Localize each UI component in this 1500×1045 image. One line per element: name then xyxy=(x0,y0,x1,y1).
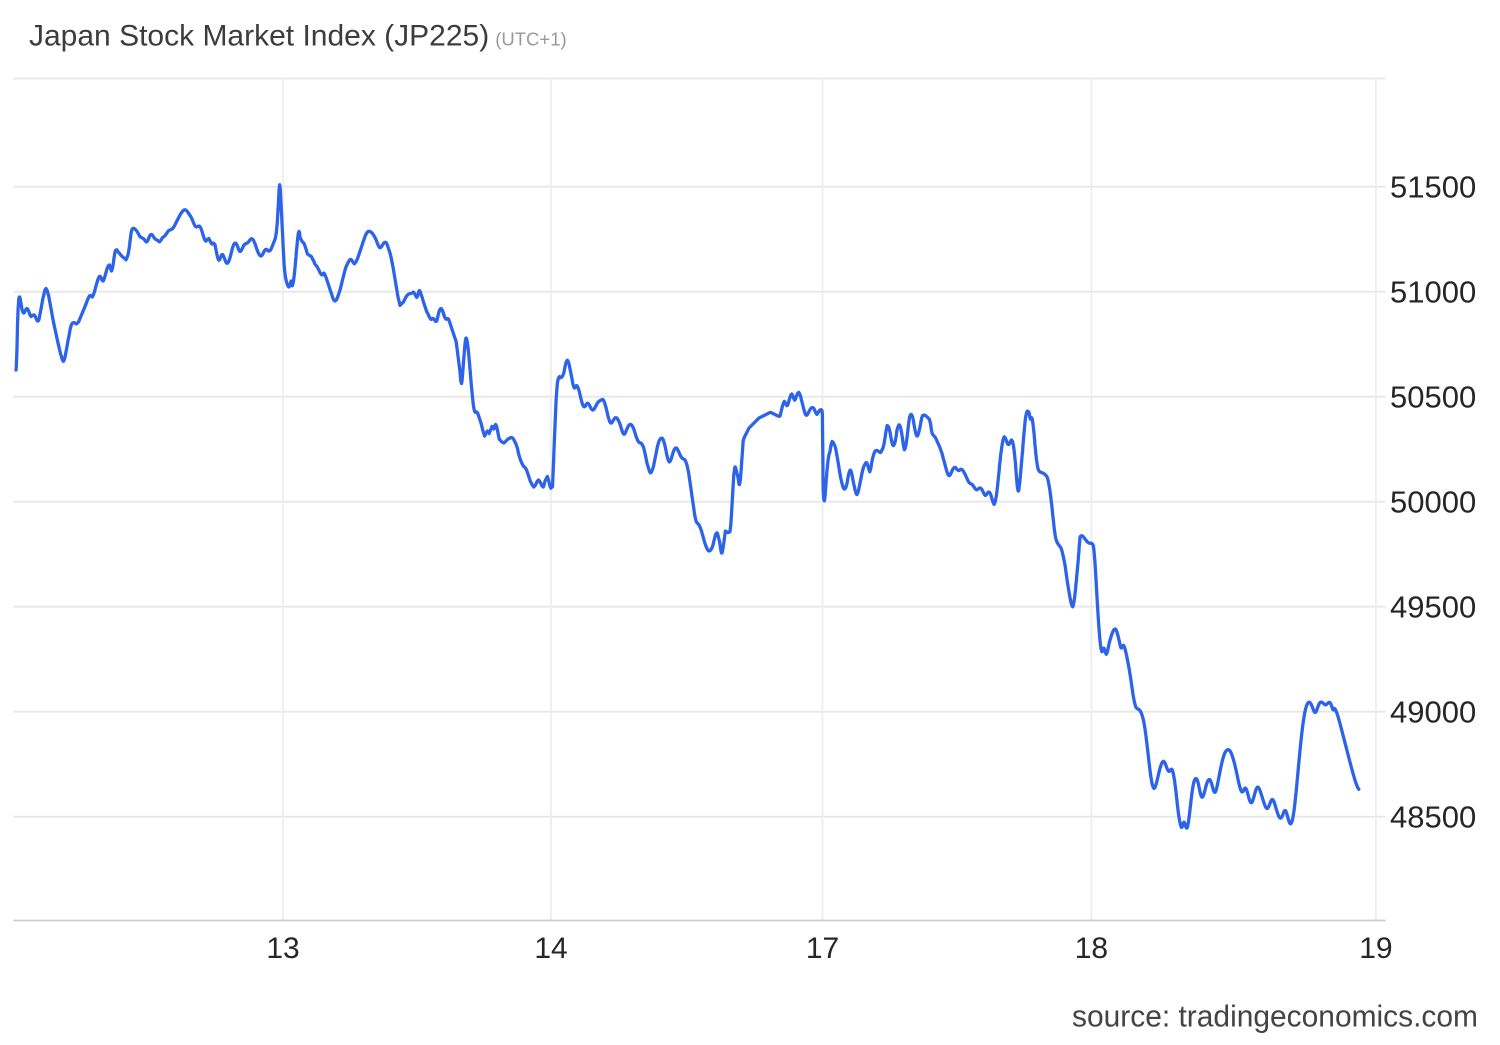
svg-text:50000: 50000 xyxy=(1390,485,1476,520)
svg-text:19: 19 xyxy=(1359,932,1392,965)
svg-text:51500: 51500 xyxy=(1390,170,1476,205)
svg-text:50500: 50500 xyxy=(1390,380,1476,415)
svg-text:18: 18 xyxy=(1075,932,1108,965)
svg-text:49000: 49000 xyxy=(1390,695,1476,730)
svg-text:13: 13 xyxy=(266,932,299,965)
svg-text:17: 17 xyxy=(806,932,839,965)
svg-text:14: 14 xyxy=(534,932,567,965)
svg-text:Japan Stock Market Index (JP22: Japan Stock Market Index (JP225) (UTC+1) xyxy=(29,20,567,53)
svg-text:48500: 48500 xyxy=(1390,800,1476,835)
svg-text:49500: 49500 xyxy=(1390,590,1476,625)
svg-text:source: tradingeconomics.com: source: tradingeconomics.com xyxy=(1072,999,1478,1034)
svg-text:51000: 51000 xyxy=(1390,275,1476,310)
